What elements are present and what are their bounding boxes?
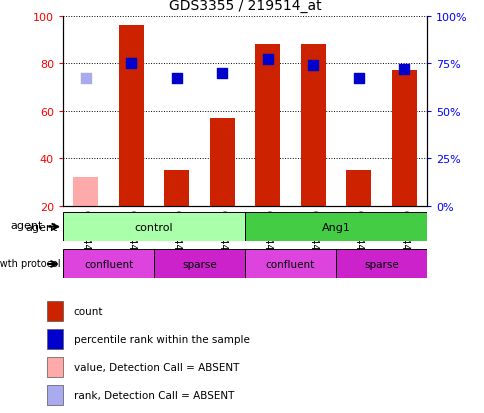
Text: sparse: sparse [363, 259, 398, 269]
Text: count: count [74, 306, 103, 316]
Text: Ang1: Ang1 [321, 222, 349, 232]
Point [354, 76, 362, 83]
Bar [63, 213, 244, 242]
Bar [47, 385, 62, 405]
Bar [244, 250, 335, 279]
Bar [153, 250, 244, 279]
Bar [47, 357, 62, 377]
Point [127, 61, 135, 67]
Bar [255, 45, 280, 206]
Bar [391, 71, 416, 206]
Point [218, 70, 226, 77]
Bar [119, 26, 143, 206]
Bar [244, 213, 426, 242]
Bar [47, 301, 62, 321]
Text: growth protocol: growth protocol [0, 258, 60, 268]
Text: percentile rank within the sample: percentile rank within the sample [74, 334, 249, 344]
Text: agent: agent [11, 221, 43, 231]
Point [82, 76, 90, 83]
Bar [300, 45, 325, 206]
Text: sparse: sparse [182, 259, 216, 269]
Point [263, 57, 271, 64]
Bar [47, 329, 62, 349]
Point [309, 63, 317, 69]
Text: value, Detection Call = ABSENT: value, Detection Call = ABSENT [74, 362, 239, 372]
Title: GDS3355 / 219514_at: GDS3355 / 219514_at [168, 0, 320, 13]
Text: confluent: confluent [84, 259, 133, 269]
Point [399, 66, 407, 73]
Text: control: control [135, 222, 173, 232]
Bar [63, 250, 153, 279]
Bar [335, 250, 426, 279]
Bar [209, 119, 234, 206]
Text: agent: agent [26, 222, 58, 232]
Bar [73, 178, 98, 206]
Text: confluent: confluent [265, 259, 315, 269]
Bar [164, 171, 189, 206]
Bar [346, 171, 370, 206]
Point [172, 76, 180, 83]
Text: rank, Detection Call = ABSENT: rank, Detection Call = ABSENT [74, 390, 234, 400]
